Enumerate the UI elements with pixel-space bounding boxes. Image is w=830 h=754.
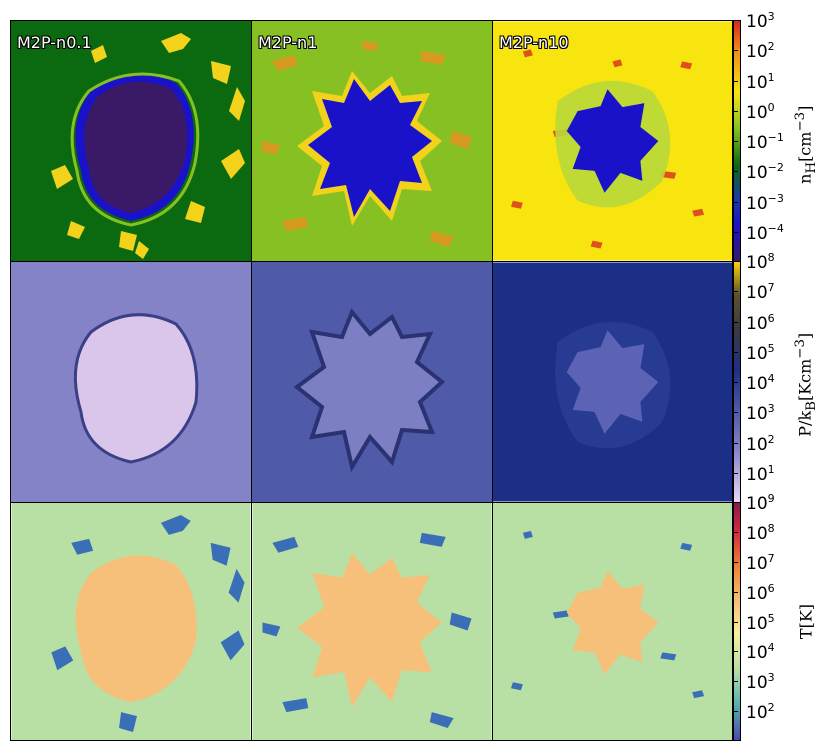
panel-pressure-n0.1 [10,261,252,503]
panel-pressure-n10 [492,261,733,503]
colorbar-tick-label: 100 [746,100,775,123]
panel-density-n1: M2P-n1 [251,20,493,262]
colorbar-tick [733,382,738,383]
column-label-n10: M2P-n10 [499,33,569,52]
colorbar-tick [733,681,738,683]
colorbar-tick [733,110,738,112]
panel-pressure-n1 [251,261,493,503]
colorbar-tick-label: 102 [746,40,775,63]
pressure-map-n1 [252,262,492,502]
colorbar-tick [733,291,738,293]
panel-temperature-n10 [492,502,733,741]
colorbar-tick [733,472,738,474]
colorbar-tick [733,171,738,173]
temperature-map-n1 [252,503,492,740]
colorbar-tick [733,591,738,593]
colorbar-tick-label: 10−3 [746,191,784,214]
density-map-n0.1 [11,21,251,261]
colorbar-label-temperature: T[K] [796,603,816,640]
colorbar-tick-label: 103 [746,671,775,694]
colorbar-tick-label: 108 [746,521,775,544]
pressure-map-n10 [493,262,732,502]
colorbar-tick-label: 10−4 [746,221,784,244]
colorbar-tick [733,412,738,414]
colorbar-tick [733,201,738,203]
colorbar-tick-label: 10−1 [746,131,784,153]
colorbar-tick [733,80,738,82]
pressure-map-n0.1 [11,262,251,502]
colorbar-tick-label: 101 [746,70,775,93]
colorbar-tick [733,231,738,233]
colorbar-label-pressure: P/kB[Kcm−3] [793,332,819,437]
colorbar-tick [733,531,738,533]
colorbar-tick [733,50,738,52]
panel-temperature-n0.1 [10,502,252,741]
colorbar-tick-label: 102 [746,701,775,724]
colorbar-tick [733,442,738,444]
colorbar-tick [733,621,738,623]
colorbar-tick-label: 105 [746,611,775,634]
colorbar-tick-label: 107 [746,281,775,304]
colorbar-tick-label: 108 [746,251,775,273]
colorbar-tick-label: 107 [746,551,775,574]
colorbar-tick-label: 105 [746,341,775,364]
colorbar-tick [733,20,738,21]
colorbar-tick [733,321,738,323]
colorbar-tick-label: 101 [746,462,775,485]
colorbar-label-density: nH[cm−3] [793,105,819,184]
colorbar-tick [733,651,738,653]
colorbar-tick [733,141,738,142]
column-label-n0.1: M2P-n0.1 [17,33,92,52]
colorbar-tick-label: 102 [746,432,775,455]
panel-density-n0.1: M2P-n0.1 [10,20,252,262]
colorbar-tick [733,351,738,353]
colorbar-tick-label: 103 [746,402,775,425]
colorbar-tick-label: 106 [746,581,775,604]
colorbar-tick [733,711,738,713]
colorbar-tick-label: 10−2 [746,161,784,184]
density-map-n1 [252,21,492,261]
colorbar-tick-label: 109 [746,492,775,514]
colorbar-tick [733,261,738,262]
panel-density-n10: M2P-n10 [492,20,733,262]
colorbar-tick-label: 106 [746,311,775,334]
temperature-map-n10 [493,503,732,740]
column-label-n1: M2P-n1 [258,33,318,52]
panel-temperature-n1 [251,502,493,741]
simulation-panel-grid: M2P-n0.1 M2P-n1 M2 [10,20,733,741]
colorbar-tick-label: 103 [746,10,775,32]
colorbar-tick [733,561,738,563]
density-map-n10 [493,21,732,261]
temperature-map-n0.1 [11,503,251,740]
colorbar-tick-label: 104 [746,641,775,664]
colorbar-tick-label: 104 [746,372,775,394]
colorbar-tick [733,502,738,503]
